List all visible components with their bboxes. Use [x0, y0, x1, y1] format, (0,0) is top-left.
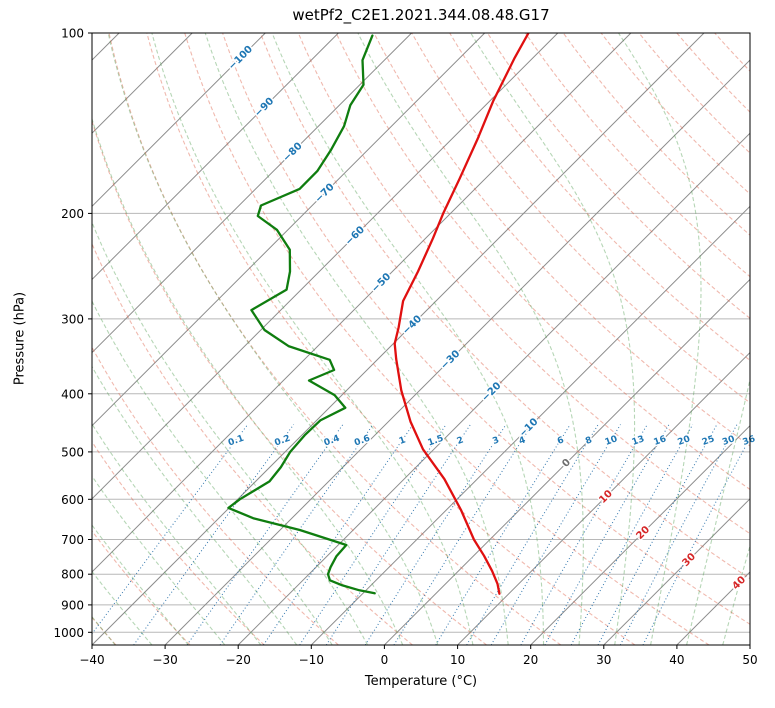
svg-text:600: 600 [61, 493, 84, 507]
svg-text:0: 0 [381, 653, 389, 667]
svg-text:20: 20 [523, 653, 538, 667]
x-axis-label: Temperature (°C) [364, 674, 478, 689]
isotherm-lines [92, 33, 750, 645]
dry-adiabat-lines [92, 33, 750, 645]
svg-text:400: 400 [61, 387, 84, 401]
mixing-ratio-lines [92, 424, 750, 645]
svg-text:10: 10 [450, 653, 465, 667]
svg-text:50: 50 [742, 653, 757, 667]
dewpoint-curve [227, 34, 376, 595]
svg-text:200: 200 [61, 207, 84, 221]
plot-border [91, 32, 751, 646]
svg-text:30: 30 [596, 653, 611, 667]
moist-adiabat-lines [92, 33, 750, 645]
svg-text:40: 40 [669, 653, 684, 667]
svg-text:500: 500 [61, 445, 84, 459]
svg-text:−10: −10 [299, 653, 324, 667]
y-tick-labels: 100 200 300 400 500 600 700 800 900 1000 [53, 27, 92, 640]
y-axis-label: Pressure (hPa) [12, 291, 28, 386]
svg-text:900: 900 [61, 598, 84, 612]
temperature-curve [393, 33, 530, 595]
svg-text:700: 700 [61, 533, 84, 547]
svg-text:1000: 1000 [53, 626, 84, 640]
x-tick-labels: −40 −30 −20 −10 0 10 20 30 40 50 [79, 645, 758, 667]
svg-text:100: 100 [61, 27, 84, 41]
chart-title: wetPf2_C2E1.2021.344.08.48.G17 [292, 6, 550, 24]
svg-text:−30: −30 [152, 653, 177, 667]
svg-text:300: 300 [61, 312, 84, 326]
svg-text:−40: −40 [79, 653, 104, 667]
svg-text:−20: −20 [226, 653, 251, 667]
svg-text:800: 800 [61, 568, 84, 582]
